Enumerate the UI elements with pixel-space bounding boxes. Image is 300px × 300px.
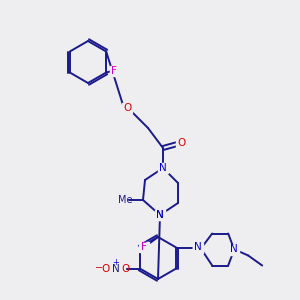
Text: F: F — [141, 242, 147, 252]
Bar — [99, 262, 125, 275]
Text: O: O — [102, 263, 110, 274]
Text: N: N — [112, 263, 120, 274]
Text: +: + — [112, 258, 119, 267]
Text: F: F — [111, 65, 117, 76]
Text: Me: Me — [118, 195, 132, 205]
Bar — [122, 103, 132, 113]
Text: N: N — [194, 242, 202, 253]
Bar — [193, 242, 203, 253]
Bar — [155, 210, 165, 220]
Text: N: N — [159, 163, 167, 173]
Text: O: O — [123, 103, 131, 113]
Text: O: O — [177, 138, 185, 148]
Text: N: N — [156, 210, 164, 220]
Bar — [176, 138, 186, 148]
Text: −: − — [95, 263, 103, 274]
Text: N: N — [230, 244, 238, 254]
Bar — [158, 163, 168, 173]
Bar — [110, 65, 118, 76]
Text: O: O — [122, 263, 130, 274]
Bar — [229, 244, 239, 254]
Bar — [155, 210, 165, 220]
Bar — [139, 242, 149, 252]
Text: N: N — [156, 210, 164, 220]
